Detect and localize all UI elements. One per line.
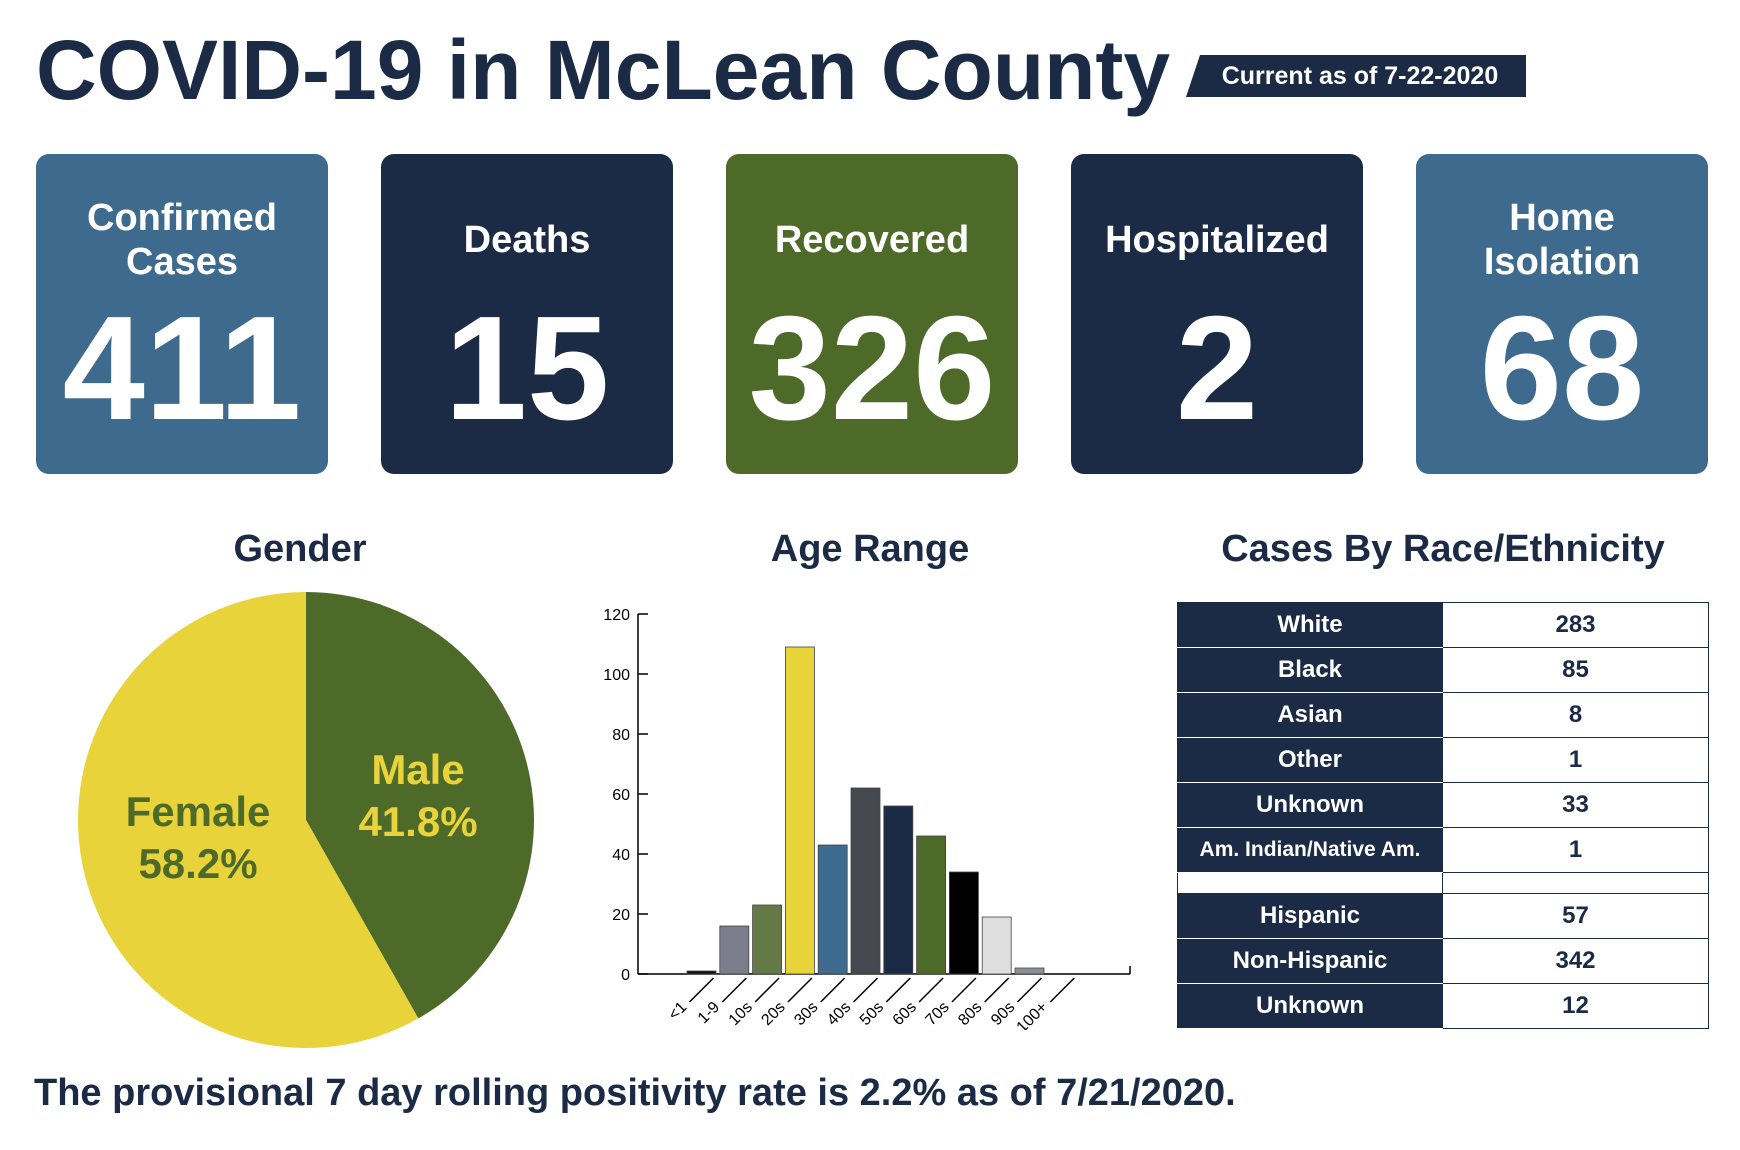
- x-tick: [787, 977, 813, 1003]
- positivity-rate-footer: The provisional 7 day rolling positivity…: [34, 1072, 1236, 1114]
- x-tick-label-<1: <1: [665, 999, 690, 1024]
- pie-slice-female: [77, 592, 419, 1048]
- x-tick-label-20s: 20s: [758, 999, 788, 1029]
- stat-label: Deaths: [463, 219, 591, 261]
- stat-value: 15: [444, 286, 610, 451]
- table-row: Hispanic 57: [1177, 893, 1709, 939]
- y-tick-label: 60: [612, 787, 630, 804]
- stat-label: Confirmed Cases: [87, 197, 277, 283]
- bar-40s: [850, 787, 881, 975]
- row-value-white: 283: [1442, 602, 1709, 648]
- bar-90s: [1014, 967, 1045, 975]
- row-value-non-hispanic: 342: [1442, 938, 1709, 984]
- x-tick-label-40s: 40s: [824, 999, 854, 1029]
- table-spacer-row: [1177, 872, 1709, 894]
- pie-value-female: 58.2%: [138, 840, 257, 887]
- row-value-am-indian: 1: [1442, 827, 1709, 873]
- x-tick: [918, 977, 944, 1003]
- bar-1-9: [719, 925, 750, 975]
- bar-60s: [916, 835, 947, 975]
- age-range-title: Age Range: [770, 528, 970, 570]
- x-tick-label-1-9: 1-9: [695, 999, 723, 1027]
- race-ethnicity-table: White 283 Black 85 Asian 8 Other 1 Unknown 33…: [1177, 602, 1709, 1029]
- row-value-unknown-ethnicity: 12: [1442, 983, 1709, 1029]
- bar-10s: [752, 904, 783, 975]
- pie-label-female: Female: [126, 788, 271, 835]
- row-label-black: Black: [1177, 647, 1443, 693]
- stat-label: Hospitalized: [1105, 219, 1329, 261]
- row-label-unknown-race: Unknown: [1177, 782, 1443, 828]
- table-row: Am. Indian/Native Am. 1: [1177, 827, 1709, 873]
- row-label-hispanic: Hispanic: [1177, 893, 1443, 939]
- bar-50s: [883, 805, 914, 975]
- bar-30s: [817, 844, 848, 975]
- x-tick-label-100+: 100+: [1014, 999, 1052, 1030]
- stat-value: 326: [748, 286, 996, 451]
- x-tick: [852, 977, 879, 1003]
- x-tick: [885, 977, 911, 1003]
- row-label-white: White: [1177, 602, 1443, 648]
- row-label-unknown-ethnicity: Unknown: [1177, 983, 1443, 1029]
- current-as-of-badge: Current as of 7-22-2020: [1186, 55, 1526, 97]
- row-value-unknown-race: 33: [1442, 782, 1709, 828]
- x-tick-label-50s: 50s: [857, 999, 887, 1029]
- x-tick: [984, 977, 1010, 1003]
- table-row: Non-Hispanic 342: [1177, 938, 1709, 984]
- x-tick-label-10s: 10s: [726, 999, 756, 1029]
- x-tick-label-70s: 70s: [922, 999, 952, 1029]
- stat-value: 2: [1175, 286, 1259, 451]
- row-value-black: 85: [1442, 647, 1709, 693]
- row-value-other: 1: [1442, 737, 1709, 783]
- stat-card-deaths: Deaths 15: [381, 154, 673, 474]
- y-tick-label: 0: [621, 967, 630, 984]
- table-row: White 283: [1177, 602, 1709, 648]
- y-tick-label: 80: [612, 727, 630, 744]
- gender-title: Gender: [233, 528, 367, 570]
- stat-card-confirmed-cases: Confirmed Cases 411: [36, 154, 328, 474]
- table-row: Unknown 33: [1177, 782, 1709, 828]
- table-row: Unknown 12: [1177, 983, 1709, 1029]
- row-label-non-hispanic: Non-Hispanic: [1177, 938, 1443, 984]
- x-tick-label-60s: 60s: [890, 999, 920, 1029]
- x-tick: [1016, 977, 1043, 1003]
- page-title: COVID-19 in McLean County: [36, 23, 1171, 117]
- y-tick-label: 100: [603, 667, 630, 684]
- stat-label: Home Isolation: [1483, 197, 1641, 283]
- stat-card-home-isolation: Home Isolation 68: [1416, 154, 1708, 474]
- y-tick-label: 20: [612, 907, 630, 924]
- stat-value: 411: [62, 286, 302, 451]
- stat-card-hospitalized: Hospitalized 2: [1071, 154, 1363, 474]
- stat-value: 68: [1479, 286, 1645, 451]
- age-range-bar-chart: 0 20 40 60 80 100 120 <1 1-9 10s 20s 30s 40s 50s 60s 70…: [603, 607, 1131, 1030]
- table-row: Asian 8: [1177, 692, 1709, 738]
- x-tick: [721, 977, 747, 1003]
- row-value-hispanic: 57: [1442, 893, 1709, 939]
- table-row: Black 85: [1177, 647, 1709, 693]
- stat-card-recovered: Recovered 326: [726, 154, 1018, 474]
- row-label-am-indian: Am. Indian/Native Am.: [1177, 827, 1443, 873]
- row-value-asian: 8: [1442, 692, 1709, 738]
- row-label-asian: Asian: [1177, 692, 1443, 738]
- bar-20s: [784, 646, 815, 975]
- x-tick: [754, 977, 780, 1003]
- race-ethnicity-title: Cases By Race/Ethnicity: [1221, 528, 1665, 570]
- x-tick-label-30s: 30s: [791, 999, 821, 1029]
- x-tick: [688, 977, 715, 1003]
- table-row: Other 1: [1177, 737, 1709, 783]
- gender-pie-chart: Male 41.8% Female 58.2%: [77, 592, 534, 1048]
- y-tick-label: 40: [612, 847, 630, 864]
- x-tick-label-80s: 80s: [955, 999, 985, 1029]
- bar-70s: [948, 871, 979, 975]
- x-tick: [820, 977, 846, 1003]
- row-label-other: Other: [1177, 737, 1443, 783]
- pie-slice-male: [306, 592, 534, 1019]
- pie-value-male: 41.8%: [358, 798, 477, 845]
- x-tick: [951, 977, 977, 1003]
- y-tick-label: 120: [603, 607, 630, 624]
- pie-label-male: Male: [371, 746, 464, 793]
- bar-<1: [686, 970, 717, 975]
- x-tick: [1049, 977, 1075, 1003]
- bar-80s: [981, 916, 1012, 975]
- stat-label: Recovered: [774, 219, 970, 261]
